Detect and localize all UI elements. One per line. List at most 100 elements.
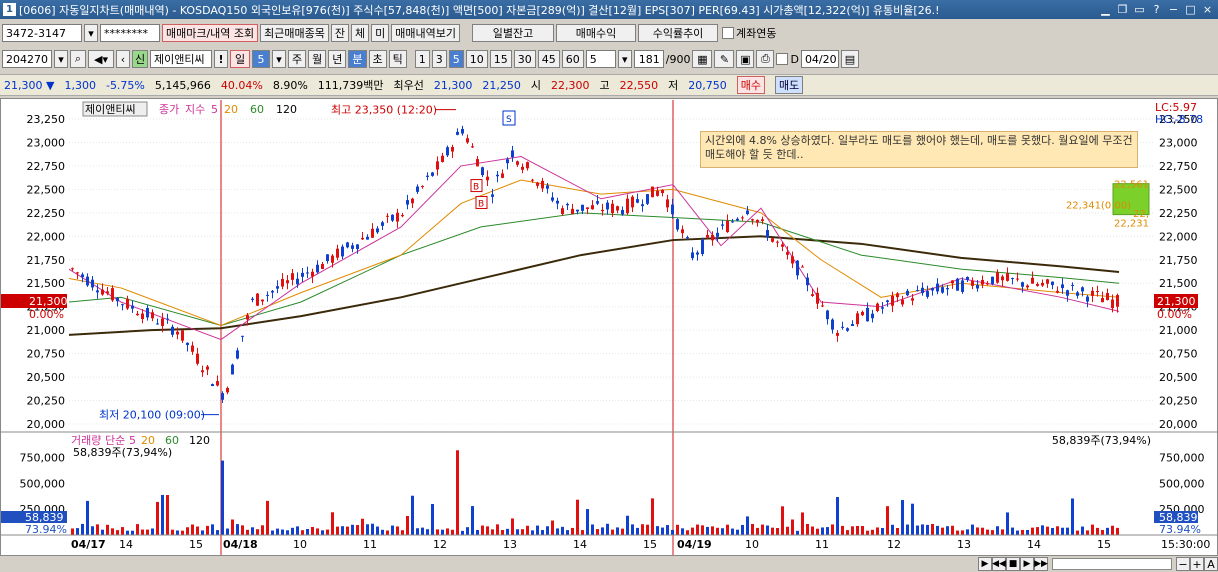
candle-body: [371, 228, 374, 238]
y-tick-label-right: 22,750: [1159, 160, 1198, 173]
box-high: 22,561: [1114, 180, 1149, 191]
candle-body: [936, 283, 939, 292]
volume-bar: [456, 450, 459, 535]
stock-code-input[interactable]: 204270: [2, 50, 52, 68]
date-checkbox[interactable]: [776, 53, 789, 65]
alert-button[interactable]: !: [214, 50, 228, 68]
candle-body: [556, 200, 559, 204]
font-icon[interactable]: A: [1204, 557, 1218, 571]
help-icon[interactable]: ?: [1153, 2, 1160, 16]
zoom-slider[interactable]: [1052, 558, 1172, 570]
minute-45-button[interactable]: 45: [537, 50, 560, 68]
y-tick-label-right: 20,000: [1159, 418, 1198, 431]
volume-bar: [326, 529, 329, 535]
print-icon[interactable]: ⎙: [756, 50, 775, 68]
candle-body: [311, 271, 314, 277]
count-input[interactable]: 5: [585, 50, 616, 68]
trade-mark-button[interactable]: 매매마크/내역 조회: [162, 24, 259, 42]
volume-bar: [901, 500, 904, 535]
volume-bar: [546, 526, 549, 535]
period-day-button[interactable]: 일: [230, 50, 250, 68]
stop-icon[interactable]: ■: [1006, 557, 1020, 571]
volume-bar: [851, 526, 854, 535]
settings-icon[interactable]: ▭: [1134, 2, 1145, 16]
daily-balance-button[interactable]: 일별잔고: [472, 24, 555, 42]
chevron-down-icon[interactable]: ▾: [54, 50, 68, 68]
period-month-button[interactable]: 월: [308, 50, 327, 68]
zoom-in-icon[interactable]: +: [1190, 557, 1204, 571]
range-input[interactable]: 181: [633, 50, 664, 68]
y-tick-label-left: 20,500: [27, 371, 66, 384]
recent-trades-button[interactable]: 최근매매종목: [260, 24, 329, 42]
search-icon[interactable]: ⌕: [70, 50, 86, 68]
minute-15-button[interactable]: 15: [489, 50, 512, 68]
period-tick-button[interactable]: 틱: [388, 50, 407, 68]
chevron-down-icon[interactable]: ▾: [84, 24, 98, 42]
period-minute-button[interactable]: 분: [348, 50, 367, 68]
trade-profit-button[interactable]: 매매수익: [556, 24, 637, 42]
save-icon[interactable]: ▣: [736, 50, 755, 68]
unfilled-button[interactable]: 미: [371, 24, 390, 42]
volume-bar: [96, 524, 99, 535]
prev-icon[interactable]: ‹: [116, 50, 130, 68]
volume-bar: [861, 526, 864, 535]
executed-button[interactable]: 체: [351, 24, 370, 42]
period-week-button[interactable]: 주: [288, 50, 307, 68]
date-input[interactable]: 04/20: [800, 50, 839, 68]
minimize-icon[interactable]: ▁: [1101, 2, 1110, 16]
scroll-right-icon[interactable]: ▶: [978, 557, 992, 571]
restore-icon[interactable]: ❐: [1117, 2, 1128, 16]
password-field[interactable]: ********: [100, 24, 160, 42]
candle-body: [146, 307, 149, 318]
minute-5-button[interactable]: 5: [448, 50, 464, 68]
draw-icon[interactable]: ✎: [714, 50, 735, 68]
chevron-down-icon[interactable]: ▾: [272, 50, 286, 68]
y-tick-label-left: 22,000: [27, 230, 66, 243]
speaker-icon[interactable]: ◀▾: [88, 50, 114, 68]
period-year-button[interactable]: 년: [328, 50, 347, 68]
candle-body: [236, 350, 239, 359]
sell-button[interactable]: 매도: [775, 76, 804, 94]
candle-body: [1111, 299, 1114, 309]
volume-value-right: 58,839주(73,94%): [1052, 434, 1151, 447]
history-button[interactable]: 매매내역보기: [391, 24, 461, 42]
account-link-checkbox[interactable]: [722, 27, 735, 39]
account-select[interactable]: 3472-3147: [2, 24, 82, 42]
play-icon[interactable]: ▶: [1020, 557, 1034, 571]
minute-3-button[interactable]: 3: [431, 50, 447, 68]
period-value-select[interactable]: 5: [252, 50, 270, 68]
volume-bar: [266, 500, 269, 535]
volume-bar: [136, 524, 139, 535]
candle-body: [1096, 291, 1099, 293]
period-second-button[interactable]: 초: [368, 50, 387, 68]
calendar-icon[interactable]: ▤: [840, 50, 859, 68]
table-icon[interactable]: ▦: [692, 50, 713, 68]
scroll-bar[interactable]: ▶ ◀◀ ■ ▶ ▶▶ − + A: [0, 556, 1218, 572]
chart-area[interactable]: 23,250 23,250 23,000 23,000 22,750 22,750 22,5…: [0, 98, 1218, 556]
candle-body: [281, 278, 284, 287]
minimize-button[interactable]: −: [1168, 2, 1179, 16]
close-icon[interactable]: ×: [1202, 2, 1213, 16]
candle-body: [821, 305, 824, 307]
stock-name-field: 제이앤티씨: [150, 50, 212, 68]
first-icon[interactable]: ◀◀: [992, 557, 1006, 571]
zoom-out-icon[interactable]: −: [1176, 557, 1190, 571]
buy-button[interactable]: 매수: [736, 76, 766, 94]
balance-button[interactable]: 잔: [330, 24, 350, 42]
candle-body: [181, 330, 184, 341]
profit-rate-button[interactable]: 수익률추이: [638, 24, 719, 42]
candle-body: [101, 289, 104, 295]
candle-body: [1076, 292, 1079, 296]
candle-body: [211, 384, 214, 387]
last-icon[interactable]: ▶▶: [1034, 557, 1048, 571]
minute-1-button[interactable]: 1: [414, 50, 430, 68]
minute-30-button[interactable]: 30: [513, 50, 536, 68]
volume-bar: [646, 524, 649, 535]
chevron-down-icon[interactable]: ▾: [617, 50, 632, 68]
x-tick-label: 11: [815, 538, 829, 551]
minute-60-button[interactable]: 60: [561, 50, 584, 68]
maximize-button[interactable]: □: [1185, 2, 1196, 16]
minute-10-button[interactable]: 10: [465, 50, 488, 68]
volume-bar: [116, 530, 119, 535]
volume-bar: [76, 528, 79, 535]
